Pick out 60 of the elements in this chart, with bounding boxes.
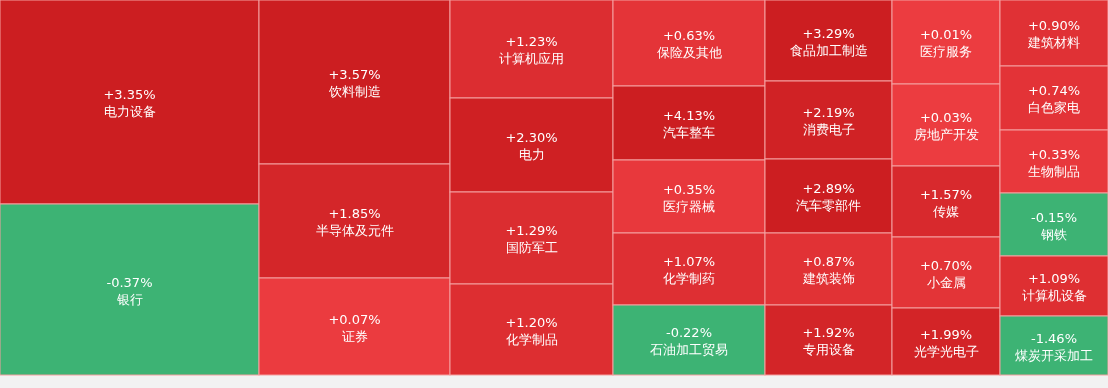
category-label: 饮料制造 [327,84,381,99]
data-label: +4.13% [662,108,716,123]
data-label: +1.85% [328,206,381,221]
category-label: 光学光电子 [913,343,979,359]
category-label: 医疗器械 [663,198,715,214]
data-label: +0.70% [919,257,973,273]
category-label: 化学制药 [663,271,715,286]
category-label: 专用设备 [802,342,855,357]
category-label: 银行 [115,291,143,307]
data-label: +0.35% [662,181,716,197]
data-label: +1.20% [505,314,558,330]
category-label: 建筑材料 [1027,35,1080,50]
category-label: 传媒 [933,203,959,219]
data-label: +0.01% [919,27,973,42]
category-label: 计算机设备 [1021,288,1087,303]
data-label: +3.35% [103,87,156,102]
data-label: -0.15% [1031,209,1077,225]
data-label: +3.57% [328,67,381,82]
data-label: +1.99% [919,326,973,342]
category-label: 小金属 [926,274,966,290]
category-label: 电力设备 [103,104,156,119]
data-label: +2.30% [505,130,558,145]
category-label: 计算机应用 [499,51,564,66]
data-label: +1.23% [505,34,558,49]
data-label: -0.22% [666,325,712,340]
category-label: 石油加工贸易 [650,342,728,357]
category-label: 白色家电 [1028,100,1080,115]
data-label: +0.90% [1027,18,1081,33]
category-label: 汽车整车 [663,125,715,140]
category-label: 房地产开发 [913,127,979,142]
category-label: 半导体及元件 [315,223,394,238]
data-label: +0.87% [802,254,855,269]
data-label: +0.63% [662,28,716,43]
data-label: +2.19% [802,105,855,120]
data-label: +1.92% [802,325,855,340]
data-label: +0.33% [1027,146,1081,162]
category-label: 煤炭开采加工 [1015,347,1093,363]
category-label: 保险及其他 [656,45,722,60]
category-label: 医疗服务 [920,44,972,59]
category-label: 食品加工制造 [789,42,868,58]
data-label: +1.29% [505,223,558,238]
category-label: 化学制品 [505,331,558,347]
category-label: 国防军工 [505,240,558,255]
category-label: 电力 [518,147,545,162]
category-label: 证券 [341,328,368,344]
data-label: +1.09% [1027,271,1081,286]
category-label: 钢铁 [1040,226,1067,242]
category-label: 建筑装饰 [801,271,855,286]
data-label: +1.57% [919,186,973,202]
data-label: -1.46% [1031,330,1077,346]
data-label: +0.74% [1027,83,1081,98]
category-label: 消费电子 [802,122,855,137]
data-label: +0.07% [328,311,381,327]
data-label: +0.03% [919,110,973,125]
data-label: +3.29% [802,25,855,41]
category-label: 生物制品 [1028,163,1080,179]
data-label: -0.37% [106,274,153,290]
data-label: +1.07% [662,254,716,269]
category-label: 汽车零部件 [796,198,861,213]
data-label: +2.89% [802,181,855,196]
